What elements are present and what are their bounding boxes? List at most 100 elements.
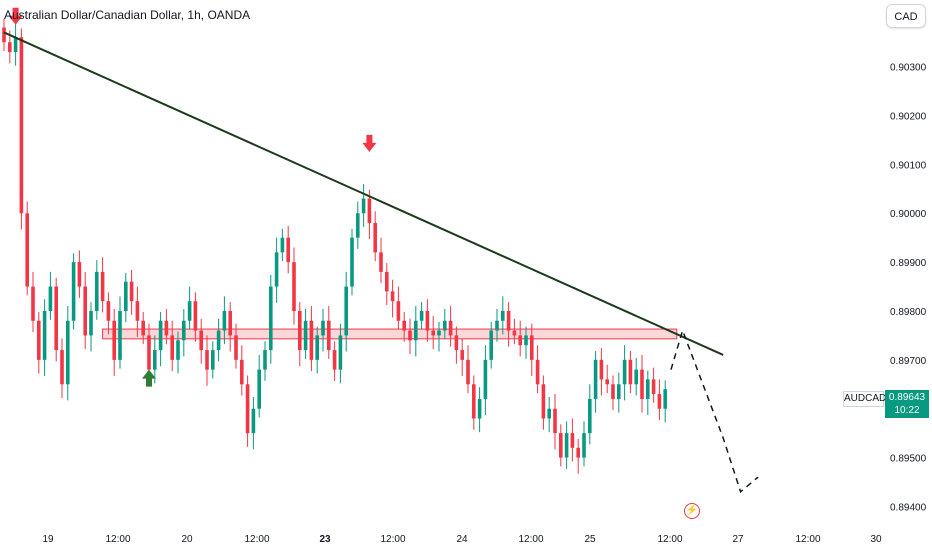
candle [651, 379, 656, 395]
candle [617, 384, 621, 399]
candle [396, 301, 401, 321]
candle [298, 310, 302, 351]
candle [112, 320, 116, 360]
candle [518, 335, 522, 346]
x-tick-label: 25 [584, 534, 596, 545]
candle [611, 384, 615, 399]
y-tick-label: 0.90200 [890, 112, 927, 123]
candle [622, 359, 627, 385]
candle [454, 335, 459, 351]
x-tick-label: 19 [42, 534, 54, 545]
candle [269, 286, 273, 351]
candle [153, 350, 157, 370]
down-arrow-icon [8, 7, 23, 25]
candle [344, 286, 348, 336]
candle [2, 27, 6, 43]
candle [576, 447, 580, 458]
candle [176, 340, 180, 360]
candle [170, 335, 174, 360]
candle [553, 408, 557, 434]
projection-path [670, 328, 759, 494]
candle [309, 320, 314, 360]
candle [373, 223, 377, 253]
x-tick-label: 24 [456, 534, 468, 545]
candle [646, 379, 650, 399]
candle [245, 384, 250, 434]
candle [564, 433, 569, 458]
candle [547, 408, 551, 419]
candle [559, 433, 563, 458]
candle [280, 237, 285, 253]
candle [477, 398, 482, 419]
candle [367, 198, 372, 224]
candle [315, 335, 319, 360]
candle [118, 310, 122, 360]
candle [535, 359, 540, 385]
candle [60, 350, 64, 385]
candle [124, 281, 128, 311]
candle [425, 310, 430, 331]
candle [89, 310, 93, 336]
last-price-tag: 0.89643 10:22 [885, 390, 929, 418]
last-price-value: 0.89643 [888, 392, 926, 403]
candle [385, 271, 389, 292]
lightning-icon[interactable]: ⚡ [684, 503, 700, 519]
candle [512, 330, 517, 336]
candle [25, 213, 29, 287]
candle [448, 320, 453, 336]
candle [472, 384, 476, 419]
candle [240, 359, 244, 385]
symbol-label: AUDCAD [843, 391, 886, 407]
candle [263, 350, 267, 370]
candle [228, 310, 232, 336]
candle [582, 433, 586, 458]
x-tick-label: 27 [732, 534, 744, 545]
y-tick-label: 0.89500 [890, 454, 927, 465]
chart-title: Australian Dollar/Canadian Dollar, 1h, O… [4, 8, 251, 22]
candle [402, 320, 406, 331]
candle [332, 350, 337, 370]
x-tick-label: 20 [181, 534, 193, 545]
candle [483, 359, 488, 399]
candle [77, 262, 82, 287]
candle [506, 310, 511, 331]
countdown-timer: 10:22 [894, 405, 920, 416]
y-tick-label: 0.90300 [890, 63, 927, 74]
x-tick-label: 23 [319, 534, 331, 545]
x-tick-label: 12:00 [380, 534, 405, 545]
candle [593, 359, 598, 399]
candle [431, 330, 435, 336]
candle [251, 408, 256, 434]
candle [443, 320, 447, 331]
candle [292, 262, 296, 311]
resistance-zone [102, 328, 678, 340]
candle [327, 320, 331, 351]
candle [31, 286, 35, 321]
x-tick-label: 12:00 [244, 534, 269, 545]
candle [129, 281, 134, 302]
candle [588, 398, 592, 434]
y-tick-label: 0.90100 [890, 160, 927, 171]
candle [356, 213, 360, 238]
candle [321, 320, 325, 336]
currency-button[interactable]: CAD [886, 4, 926, 28]
candle [71, 262, 76, 321]
y-tick-label: 0.89700 [890, 356, 927, 367]
candle [379, 252, 383, 272]
candle [657, 394, 662, 409]
x-tick-label: 12:00 [105, 534, 130, 545]
candle [570, 433, 575, 448]
y-tick-label: 0.89900 [890, 258, 927, 269]
candle [95, 271, 99, 311]
up-arrow-icon [142, 369, 156, 387]
candle [8, 42, 12, 52]
candle [274, 252, 279, 287]
candle [634, 369, 638, 385]
candle [338, 335, 343, 370]
down-arrow-icon [362, 134, 377, 152]
candle [211, 350, 215, 370]
candle [106, 301, 111, 321]
candle [100, 271, 105, 302]
candle [48, 286, 53, 311]
